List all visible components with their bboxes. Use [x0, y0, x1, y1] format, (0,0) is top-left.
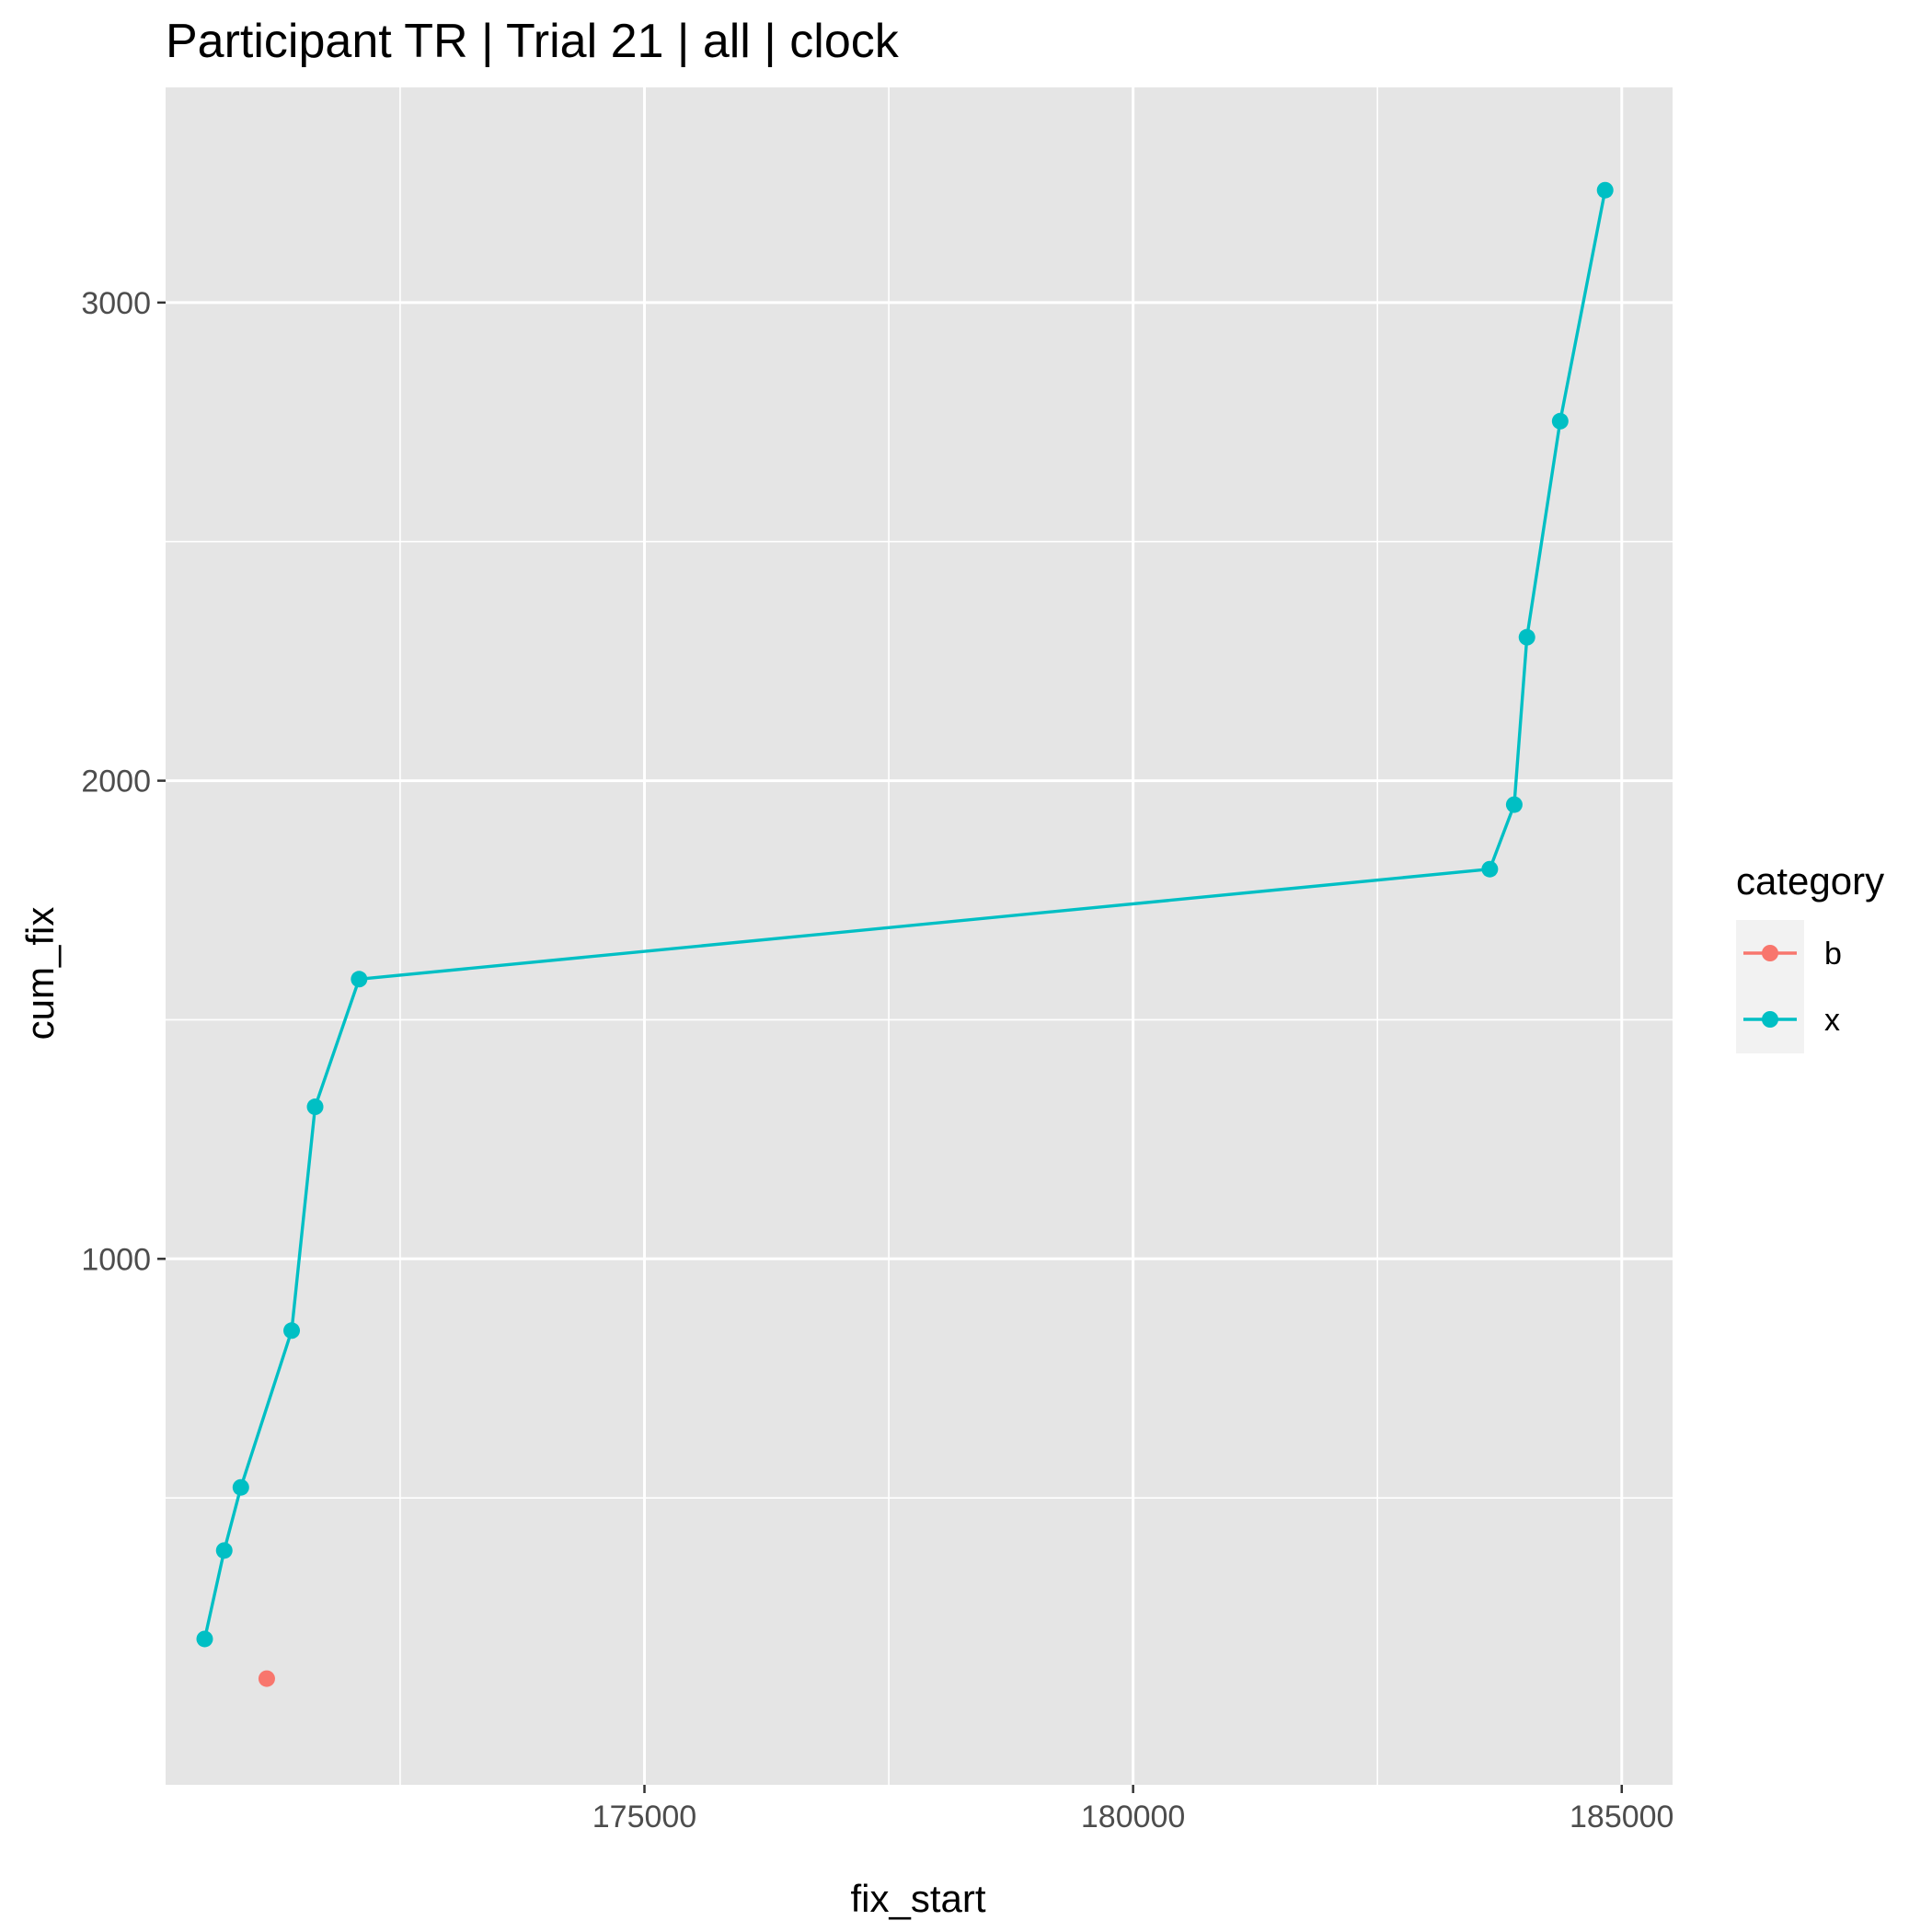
x-tick-label: 180000 [1081, 1800, 1185, 1834]
legend-key-point-x [1762, 1011, 1778, 1028]
y-tick-label: 1000 [81, 1242, 151, 1277]
legend-title: category [1736, 859, 1884, 903]
data-point-x [1481, 860, 1499, 878]
data-point-x [196, 1630, 213, 1648]
x-tick-label: 185000 [1570, 1800, 1673, 1834]
x-axis-title: fix_start [850, 1877, 985, 1920]
data-point-x [283, 1322, 301, 1340]
grid-minor [166, 87, 1673, 1785]
legend-label-b: b [1824, 937, 1842, 972]
chart-title: Participant TR | Trial 21 | all | clock [166, 15, 900, 68]
legend-label-x: x [1824, 1003, 1840, 1038]
data-point-x [1505, 796, 1523, 813]
data-point-x [1518, 628, 1535, 646]
legend-key-background [1736, 920, 1804, 1053]
legend: category bx [1736, 859, 1884, 1053]
data-point-x [1551, 412, 1569, 430]
data-point-x [215, 1542, 233, 1559]
plot-panel [166, 87, 1673, 1785]
y-axis-title: cum_fix [18, 907, 62, 1041]
series-layer [196, 181, 1614, 1687]
y-tick-label: 3000 [81, 286, 151, 321]
axes-layer: 175000 180000 185000 1000 2000 3000 [81, 286, 1673, 1834]
data-point-b [258, 1670, 275, 1687]
grid-major [166, 87, 1673, 1785]
data-point-x [1596, 181, 1614, 199]
legend-key-point-b [1762, 945, 1778, 961]
data-point-x [232, 1478, 249, 1496]
y-tick-label: 2000 [81, 765, 151, 799]
data-point-x [351, 971, 368, 988]
x-tick-label: 175000 [592, 1800, 696, 1834]
data-point-x [306, 1098, 324, 1116]
